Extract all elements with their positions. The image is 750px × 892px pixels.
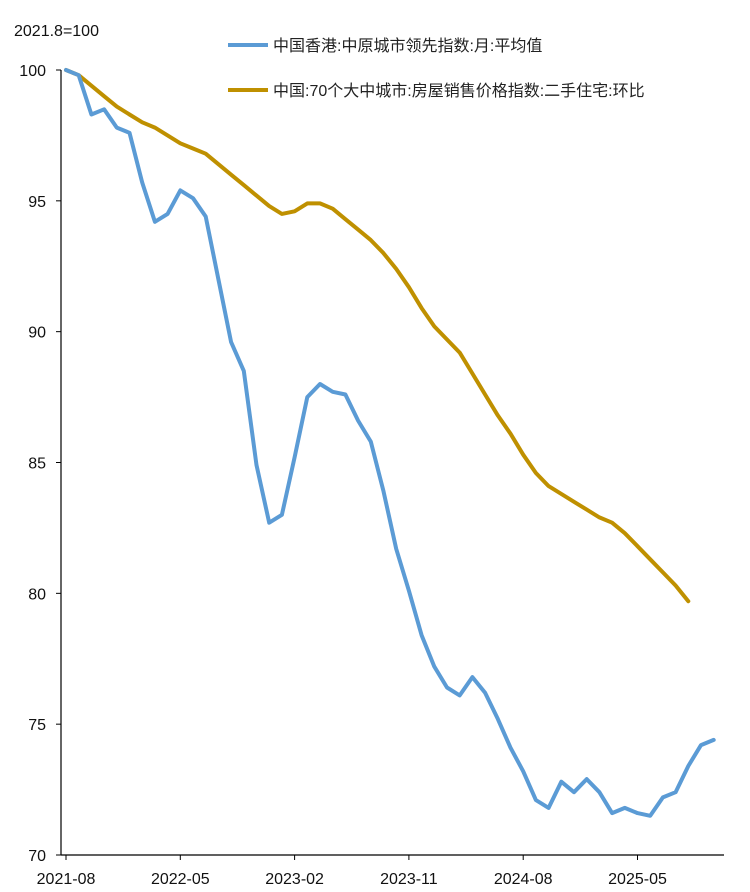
series-layer	[64, 68, 716, 818]
x-tick-label: 2021-08	[37, 871, 96, 888]
legend: 中国香港:中原城市领先指数:月:平均值 中国:70个大中城市:房屋销售价格指数:…	[228, 37, 645, 100]
y-tick-label: 85	[28, 456, 46, 473]
legend-label-70-cities: 中国:70个大中城市:房屋销售价格指数:二手住宅:环比	[273, 82, 645, 100]
x-tick-label: 2023-11	[380, 871, 438, 888]
legend-label-hk-centaline: 中国香港:中原城市领先指数:月:平均值	[273, 37, 542, 55]
x-tick-label: 2025-05	[608, 871, 667, 888]
y-tick-label: 80	[28, 586, 46, 603]
x-tick-label: 2022-05	[151, 871, 210, 888]
x-tick-label: 2024-08	[494, 871, 553, 888]
y-tick-label: 90	[28, 325, 46, 342]
y-tick-label: 75	[28, 717, 46, 734]
legend-item-70-cities: 中国:70个大中城市:房屋销售价格指数:二手住宅:环比	[228, 82, 645, 100]
series-line-hk-centaline	[64, 68, 716, 818]
y-tick-label: 70	[28, 848, 46, 865]
index-base-label: 2021.8=100	[14, 23, 99, 40]
y-tick-label: 100	[19, 63, 46, 80]
legend-item-hk-centaline: 中国香港:中原城市领先指数:月:平均值	[228, 37, 542, 55]
x-tick-label: 2023-02	[265, 871, 324, 888]
x-axis-ticks: 2021-08 2022-05 2023-02 2023-11 2024-08 2025-…	[37, 855, 667, 888]
series-line-70-cities	[64, 68, 691, 604]
y-axis-ticks: 70 75 80 85 90 95 100	[19, 63, 61, 865]
y-tick-label: 95	[28, 194, 46, 211]
